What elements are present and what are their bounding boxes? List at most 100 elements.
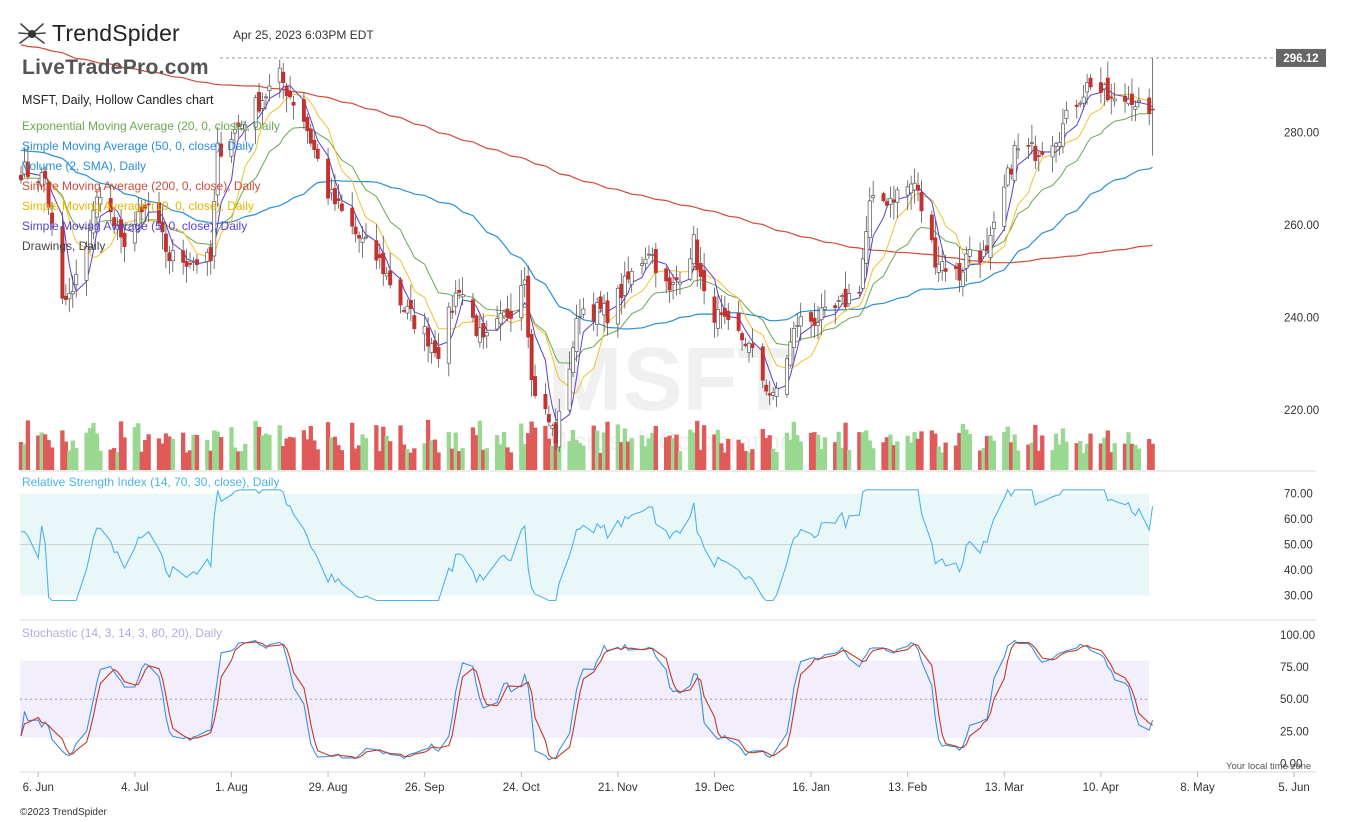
candle-body: [422, 326, 427, 335]
candle-body: [764, 384, 769, 392]
volume-bar: [788, 439, 793, 470]
volume-bar: [1012, 434, 1017, 470]
volume-bar: [919, 431, 924, 470]
candle-body: [46, 182, 51, 208]
volume-bar: [991, 440, 997, 470]
volume-bar: [1074, 443, 1079, 470]
volume-bar: [670, 438, 676, 470]
volume-bar: [132, 427, 138, 470]
candle-body: [191, 261, 196, 263]
volume-bar: [194, 434, 200, 470]
price-tick-label: 260.00: [1284, 220, 1319, 232]
candle-body: [715, 309, 720, 329]
volume-bar: [94, 433, 100, 470]
candle-body: [550, 425, 555, 429]
volume-bar: [291, 437, 296, 470]
volume-bar: [977, 450, 983, 470]
volume-bar: [1136, 448, 1141, 470]
rsi-tick-label: 30.00: [1284, 590, 1313, 602]
legend-volume[interactable]: Volume (2, SMA), Daily: [22, 159, 147, 173]
rsi-legend[interactable]: Relative Strength Index (14, 70, 30, clo…: [22, 475, 280, 489]
candle-body: [812, 317, 817, 326]
candle-body: [650, 254, 655, 256]
stochastic-tick-label: 0.00: [1280, 759, 1302, 771]
candle-body: [433, 340, 437, 354]
stochastic-tick-label: 25.00: [1280, 726, 1309, 738]
volume-bar: [784, 432, 790, 470]
volume-bar: [857, 432, 862, 470]
candle-body: [895, 189, 900, 203]
candle-body: [377, 254, 382, 258]
volume-bar: [846, 449, 852, 470]
volume-bar: [457, 451, 462, 470]
legend-drawings[interactable]: Drawings, Daily: [22, 239, 106, 253]
candle-body: [795, 325, 800, 327]
candle-body: [991, 221, 996, 229]
volume-bar: [839, 447, 845, 470]
candle-body: [595, 302, 600, 325]
candle-body: [602, 303, 607, 316]
candle-body: [326, 158, 331, 199]
candle-body: [167, 252, 172, 262]
candle-body: [809, 312, 814, 322]
volume-bar: [312, 440, 317, 470]
candle-body: [933, 237, 938, 268]
volume-bar: [526, 433, 531, 470]
volume-bar: [664, 437, 669, 470]
candle-body: [170, 250, 175, 262]
volume-bar: [1129, 443, 1135, 470]
sma200-line: [20, 44, 1153, 264]
price-tick-label: 220.00: [1284, 405, 1319, 417]
candle-body: [112, 217, 117, 226]
stochastic-legend[interactable]: Stochastic (14, 3, 14, 3, 80, 20), Daily: [22, 626, 223, 640]
volume-bar: [643, 446, 648, 470]
candle-body: [546, 414, 551, 423]
last-price-label: 296.12: [1283, 53, 1318, 65]
volume-bar: [808, 432, 814, 470]
volume-bar: [843, 422, 848, 470]
candle-body: [643, 258, 648, 265]
stochastic-tick-label: 100.00: [1280, 630, 1315, 642]
candle-body: [653, 248, 658, 274]
volume-bar: [1064, 441, 1069, 470]
legend-sma50[interactable]: Simple Moving Average (50, 0, close), Da…: [22, 139, 254, 153]
volume-bar: [87, 427, 93, 470]
volume-bar: [774, 452, 779, 470]
candle-body: [960, 271, 965, 287]
volume-bar: [388, 441, 393, 470]
volume-bar: [243, 444, 248, 470]
volume-bar: [812, 432, 817, 470]
volume-bar: [118, 421, 124, 470]
candle-body: [305, 116, 310, 132]
legend-ema20[interactable]: Exponential Moving Average (20, 0, close…: [22, 119, 280, 133]
candle-body: [1050, 145, 1055, 158]
candle-body: [88, 230, 92, 249]
candle-body: [1150, 108, 1155, 111]
volume-bar: [574, 440, 579, 470]
legend-sma200[interactable]: Simple Moving Average (200, 0, close), D…: [22, 179, 261, 193]
volume-bar: [1088, 433, 1093, 470]
candle-body: [229, 139, 234, 157]
candle-body: [871, 195, 876, 199]
volume-bar: [436, 452, 441, 470]
volume-bar: [795, 435, 800, 470]
volume-bar: [595, 430, 600, 470]
candle-body: [132, 224, 137, 244]
volume-bar: [833, 442, 838, 470]
x-tick-label: 24. Oct: [503, 782, 541, 794]
candle-body: [263, 96, 268, 99]
volume-bar: [477, 420, 483, 470]
volume-bar: [453, 432, 458, 470]
volume-bar: [1098, 443, 1104, 470]
volume-bar: [691, 432, 696, 470]
volume-bar: [70, 440, 75, 470]
volume-bar: [339, 450, 345, 470]
legend-sma5[interactable]: Simple Moving Average (5, 0, close), Dai…: [22, 219, 248, 233]
candle-body: [615, 287, 620, 325]
candle-body: [219, 143, 224, 157]
volume-bar: [798, 441, 803, 470]
candle-body: [722, 308, 727, 317]
volume-bar: [619, 442, 624, 470]
legend-sma10[interactable]: Simple Moving Average (10, 0, close), Da…: [22, 199, 254, 213]
